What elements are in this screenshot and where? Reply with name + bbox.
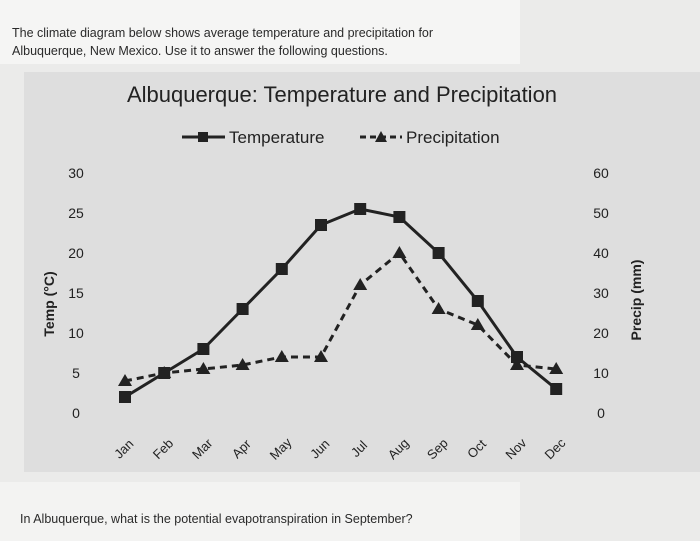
precipitation-point [353, 278, 368, 290]
instructions-box: The climate diagram below shows average … [0, 0, 520, 64]
month-label: Apr [229, 436, 254, 461]
month-labels: Jan Feb Mar Apr May Jun Jul Aug Sep Oct Nov Dec [111, 434, 569, 462]
precipitation-point [274, 350, 289, 362]
temperature-point [119, 391, 131, 403]
legend-temperature-marker [198, 132, 208, 142]
temperature-point [471, 295, 484, 307]
left-tick-label: 25 [68, 205, 84, 221]
instructions-line-2: Albuquerque, New Mexico. Use it to answe… [12, 44, 388, 58]
precipitation-point [314, 350, 328, 362]
precipitation-point [392, 246, 407, 258]
question-text: In Albuquerque, what is the potential ev… [20, 512, 413, 526]
instructions-line-1: The climate diagram below shows average … [12, 26, 434, 40]
temperature-point [197, 343, 210, 355]
right-axis-label: Precip (mm) [628, 260, 644, 341]
temperature-point [236, 303, 249, 315]
precipitation-point [196, 362, 211, 374]
chart-title: Albuquerque: Temperature and Precipitati… [127, 82, 557, 107]
left-axis-label: Temp (°C) [41, 271, 57, 336]
instructions-text: The climate diagram below shows average … [12, 24, 512, 60]
temperature-point [550, 383, 563, 395]
precipitation-point [549, 362, 564, 374]
month-label: Jun [307, 436, 332, 461]
month-label: Feb [150, 436, 176, 462]
left-axis-ticks: 0 5 10 15 20 25 30 [68, 165, 84, 421]
month-label: Jan [111, 436, 136, 461]
right-tick-label: 50 [593, 205, 609, 221]
temperature-point [432, 247, 445, 259]
month-label: Mar [189, 435, 216, 462]
legend-precipitation-marker [375, 131, 387, 142]
precipitation-line [124, 250, 557, 383]
temperature-point [511, 351, 523, 363]
left-tick-label: 0 [72, 405, 80, 421]
month-label: Aug [385, 435, 412, 462]
precipitation-point [157, 366, 172, 378]
month-label: Oct [464, 436, 489, 461]
legend: Temperature Precipitation [182, 128, 500, 147]
temperature-point [393, 211, 406, 223]
month-label: May [267, 434, 295, 462]
right-tick-label: 40 [593, 245, 609, 261]
question-box: In Albuquerque, what is the potential ev… [0, 482, 520, 541]
precipitation-point [118, 374, 132, 386]
precipitation-point [235, 358, 250, 370]
temperature-series [119, 203, 563, 403]
month-label: Sep [424, 435, 451, 462]
right-tick-label: 60 [593, 165, 609, 181]
temperature-line [124, 207, 558, 399]
left-tick-label: 15 [68, 285, 84, 301]
right-axis-ticks: 0 10 20 30 40 50 60 [593, 165, 609, 421]
chart-panel [24, 72, 700, 472]
right-tick-label: 0 [597, 405, 605, 421]
precipitation-point [470, 318, 485, 330]
precipitation-series [118, 246, 564, 386]
left-tick-label: 10 [68, 325, 84, 341]
right-tick-label: 10 [593, 365, 609, 381]
left-tick-label: 20 [68, 245, 84, 261]
month-label: Nov [502, 435, 529, 462]
right-tick-label: 30 [593, 285, 609, 301]
right-tick-label: 20 [593, 325, 609, 341]
temperature-point [315, 219, 327, 231]
legend-temperature-label: Temperature [229, 128, 324, 147]
month-label: Jul [348, 438, 370, 460]
left-tick-label: 30 [68, 165, 84, 181]
precipitation-point [431, 302, 446, 314]
temperature-point [275, 263, 288, 275]
precipitation-point [510, 358, 524, 370]
month-label: Dec [542, 435, 569, 462]
temperature-point [354, 203, 367, 215]
legend-precipitation-label: Precipitation [406, 128, 500, 147]
left-tick-label: 5 [72, 365, 80, 381]
